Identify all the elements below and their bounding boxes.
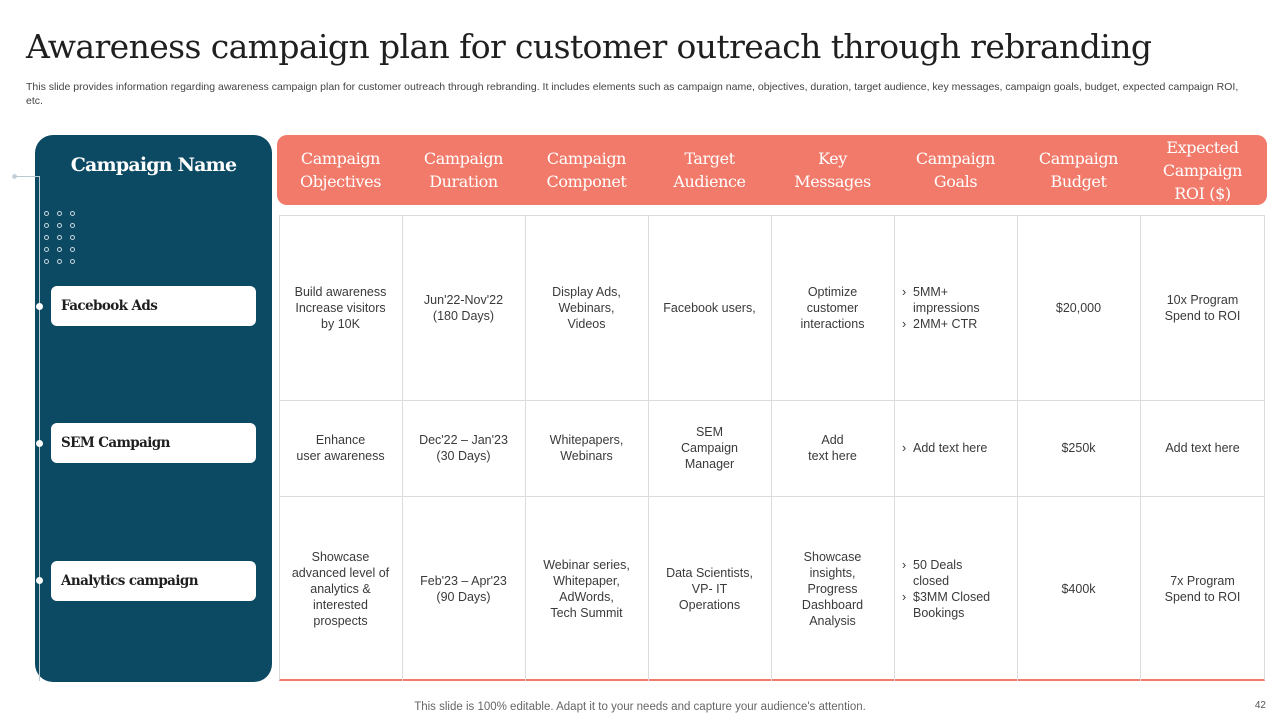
decorative-dot (70, 259, 75, 264)
goal-bullet: › 5MM+ impressions (894, 284, 1017, 316)
table-cell-audience: SEM Campaign Manager (681, 425, 738, 471)
goal-text: 2MM+ CTR (913, 316, 978, 331)
goal-bullet: › 2MM+ CTR (894, 316, 1017, 332)
table-cell-duration: Jun'22-Nov'22 (180 Days) (423, 292, 504, 323)
table-header-cell: Campaign Duration (423, 149, 504, 191)
decorative-dot (44, 223, 49, 228)
table-cell-messages: Showcase insights, Progress Dashboard Analys… (801, 549, 864, 628)
table-cell-budget: $20,000 (1055, 300, 1102, 315)
goal-text: 5MM+ impressions (913, 284, 980, 315)
column-divider (894, 215, 895, 681)
table-header-cell: Campaign Goals (915, 149, 996, 191)
table-header-cell: Expected Campaign ROI ($) (1162, 137, 1243, 203)
campaign-item-facebook-ads: Facebook Ads (51, 286, 256, 326)
slide-title: Awareness campaign plan for customer out… (26, 27, 1152, 66)
row-divider (279, 400, 1265, 401)
table-header-bar (277, 135, 1267, 205)
chevron-right-icon: › (902, 557, 907, 572)
decorative-dot (70, 235, 75, 240)
timeline-connector (14, 176, 39, 177)
table-header-cell: Key Messages (794, 149, 871, 191)
table-cell-roi: 7x Program Spend to ROI (1164, 573, 1241, 604)
goal-text: Add text here (913, 441, 988, 455)
column-divider (648, 215, 649, 681)
column-divider (525, 215, 526, 681)
decorative-dot (57, 247, 62, 252)
table-cell-budget: $400k (1061, 581, 1096, 596)
table-cell-audience: Facebook users, (663, 300, 756, 315)
page-number: 42 (1254, 700, 1266, 711)
column-divider (1140, 215, 1141, 681)
table-cell-goals: › 50 Deals closed › $3MM Closed Bookings (894, 496, 1017, 681)
table-cell-component: Whitepapers, Webinars (549, 433, 624, 463)
slide-footer: This slide is 100% editable. Adapt it to… (414, 701, 866, 713)
decorative-dot (44, 235, 49, 240)
table-cell-component: Webinar series, Whitepaper, AdWords, Tech S… (543, 557, 630, 620)
decorative-dot (57, 223, 62, 228)
table-grid (279, 215, 1265, 681)
decorative-dot (44, 259, 49, 264)
table-cell-messages: Optimize customer interactions (800, 284, 865, 331)
chevron-right-icon: › (902, 589, 907, 604)
table-header-cell: Campaign Objectives (299, 149, 382, 191)
table-cell-audience: Data Scientists, VP- IT Operations (666, 565, 753, 612)
table-header-cell: Campaign Budget (1038, 149, 1119, 191)
campaign-name-heading: Campaign Name (70, 154, 237, 176)
goal-text: $3MM Closed Bookings (913, 589, 991, 620)
table-cell-budget: $250k (1061, 441, 1096, 455)
table-header-cell: Target Audience (673, 149, 746, 191)
table-cell-roi: Add text here (1165, 441, 1240, 455)
goal-bullet: › Add text here (894, 440, 1017, 456)
decorative-dot (70, 211, 75, 216)
campaign-item-analytics: Analytics campaign (51, 561, 256, 601)
column-divider (771, 215, 772, 681)
row-divider (279, 496, 1265, 497)
chevron-right-icon: › (902, 441, 907, 455)
column-divider (1017, 215, 1018, 681)
table-cell-goals: › Add text here (894, 400, 1017, 496)
decorative-dot (44, 247, 49, 252)
timeline-line (39, 176, 40, 681)
chevron-right-icon: › (902, 316, 907, 331)
goal-bullet: › $3MM Closed Bookings (894, 589, 1017, 621)
campaign-item-sem: SEM Campaign (51, 423, 256, 463)
slide-subtitle: This slide provides information regardin… (26, 81, 1239, 107)
table-cell-objectives: Showcase advanced level of analytics & inte… (291, 549, 390, 628)
table-cell-objectives: Build awareness Increase visitors by 10K (294, 284, 387, 331)
column-divider (402, 215, 403, 681)
decorative-dot (44, 211, 49, 216)
timeline-dot (36, 577, 43, 584)
decorative-dot (57, 259, 62, 264)
table-cell-component: Display Ads, Webinars, Videos (552, 284, 621, 331)
decorative-dot (57, 211, 62, 216)
chevron-right-icon: › (902, 284, 907, 299)
table-cell-duration: Dec'22 – Jan'23 (30 Days) (419, 433, 508, 463)
decorative-dot (70, 247, 75, 252)
goal-bullet: › 50 Deals closed (894, 557, 1017, 589)
table-cell-goals: › 5MM+ impressions › 2MM+ CTR (894, 215, 1017, 400)
table-cell-duration: Feb'23 – Apr'23 (90 Days) (420, 573, 507, 604)
table-header-cell: Campaign Componet (546, 149, 627, 191)
table-cell-objectives: Enhance user awareness (296, 433, 385, 463)
timeline-dot (36, 303, 43, 310)
table-cell-roi: 10x Program Spend to ROI (1164, 292, 1241, 323)
decorative-dot (57, 235, 62, 240)
decorative-dot (70, 223, 75, 228)
table-cell-messages: Add text here (808, 433, 857, 463)
goal-text: 50 Deals closed (913, 557, 963, 588)
timeline-dot (36, 440, 43, 447)
decorative-dots (44, 211, 84, 267)
